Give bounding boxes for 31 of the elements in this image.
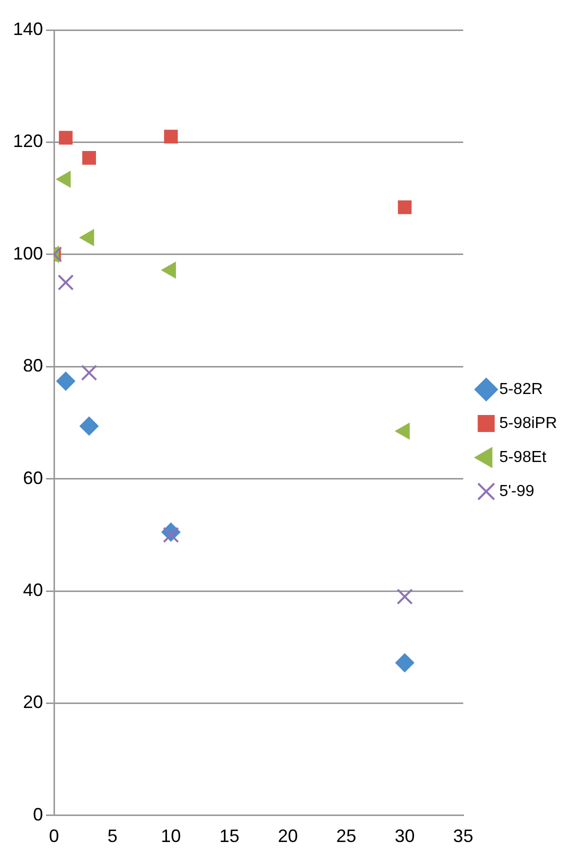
x-tick-label: 30 bbox=[394, 826, 415, 846]
x-tick-label: 15 bbox=[219, 826, 240, 846]
y-tick-label: 20 bbox=[23, 692, 44, 712]
x-tick-label: 35 bbox=[453, 826, 474, 846]
y-tick-label: 80 bbox=[23, 356, 44, 376]
point bbox=[395, 653, 414, 672]
legend-label: 5-98iPR bbox=[499, 414, 558, 432]
x-tick-label: 20 bbox=[278, 826, 298, 846]
legend-label: 5-82R bbox=[499, 380, 543, 398]
y-tick-label: 0 bbox=[33, 804, 44, 824]
point bbox=[164, 130, 178, 144]
point bbox=[81, 364, 98, 381]
point bbox=[80, 416, 99, 436]
y-tick-label: 60 bbox=[23, 468, 44, 488]
point bbox=[56, 372, 76, 391]
legend-label: 5'-99 bbox=[499, 482, 534, 500]
point bbox=[82, 151, 96, 165]
x-tick-label: 5 bbox=[107, 826, 118, 846]
point bbox=[162, 526, 180, 543]
x-tick-label: 0 bbox=[49, 826, 60, 846]
y-tick-label: 100 bbox=[12, 243, 44, 264]
x-tick-label: 25 bbox=[336, 826, 356, 846]
legend-label: 5-98Et bbox=[499, 448, 547, 466]
point bbox=[396, 588, 413, 605]
y-tick-label: 40 bbox=[23, 580, 44, 600]
point bbox=[58, 274, 74, 291]
point bbox=[398, 200, 412, 214]
x-tick-label: 10 bbox=[160, 826, 181, 846]
y-tick-label: 140 bbox=[12, 18, 44, 39]
point bbox=[58, 130, 73, 145]
y-tick-label: 120 bbox=[12, 131, 44, 152]
